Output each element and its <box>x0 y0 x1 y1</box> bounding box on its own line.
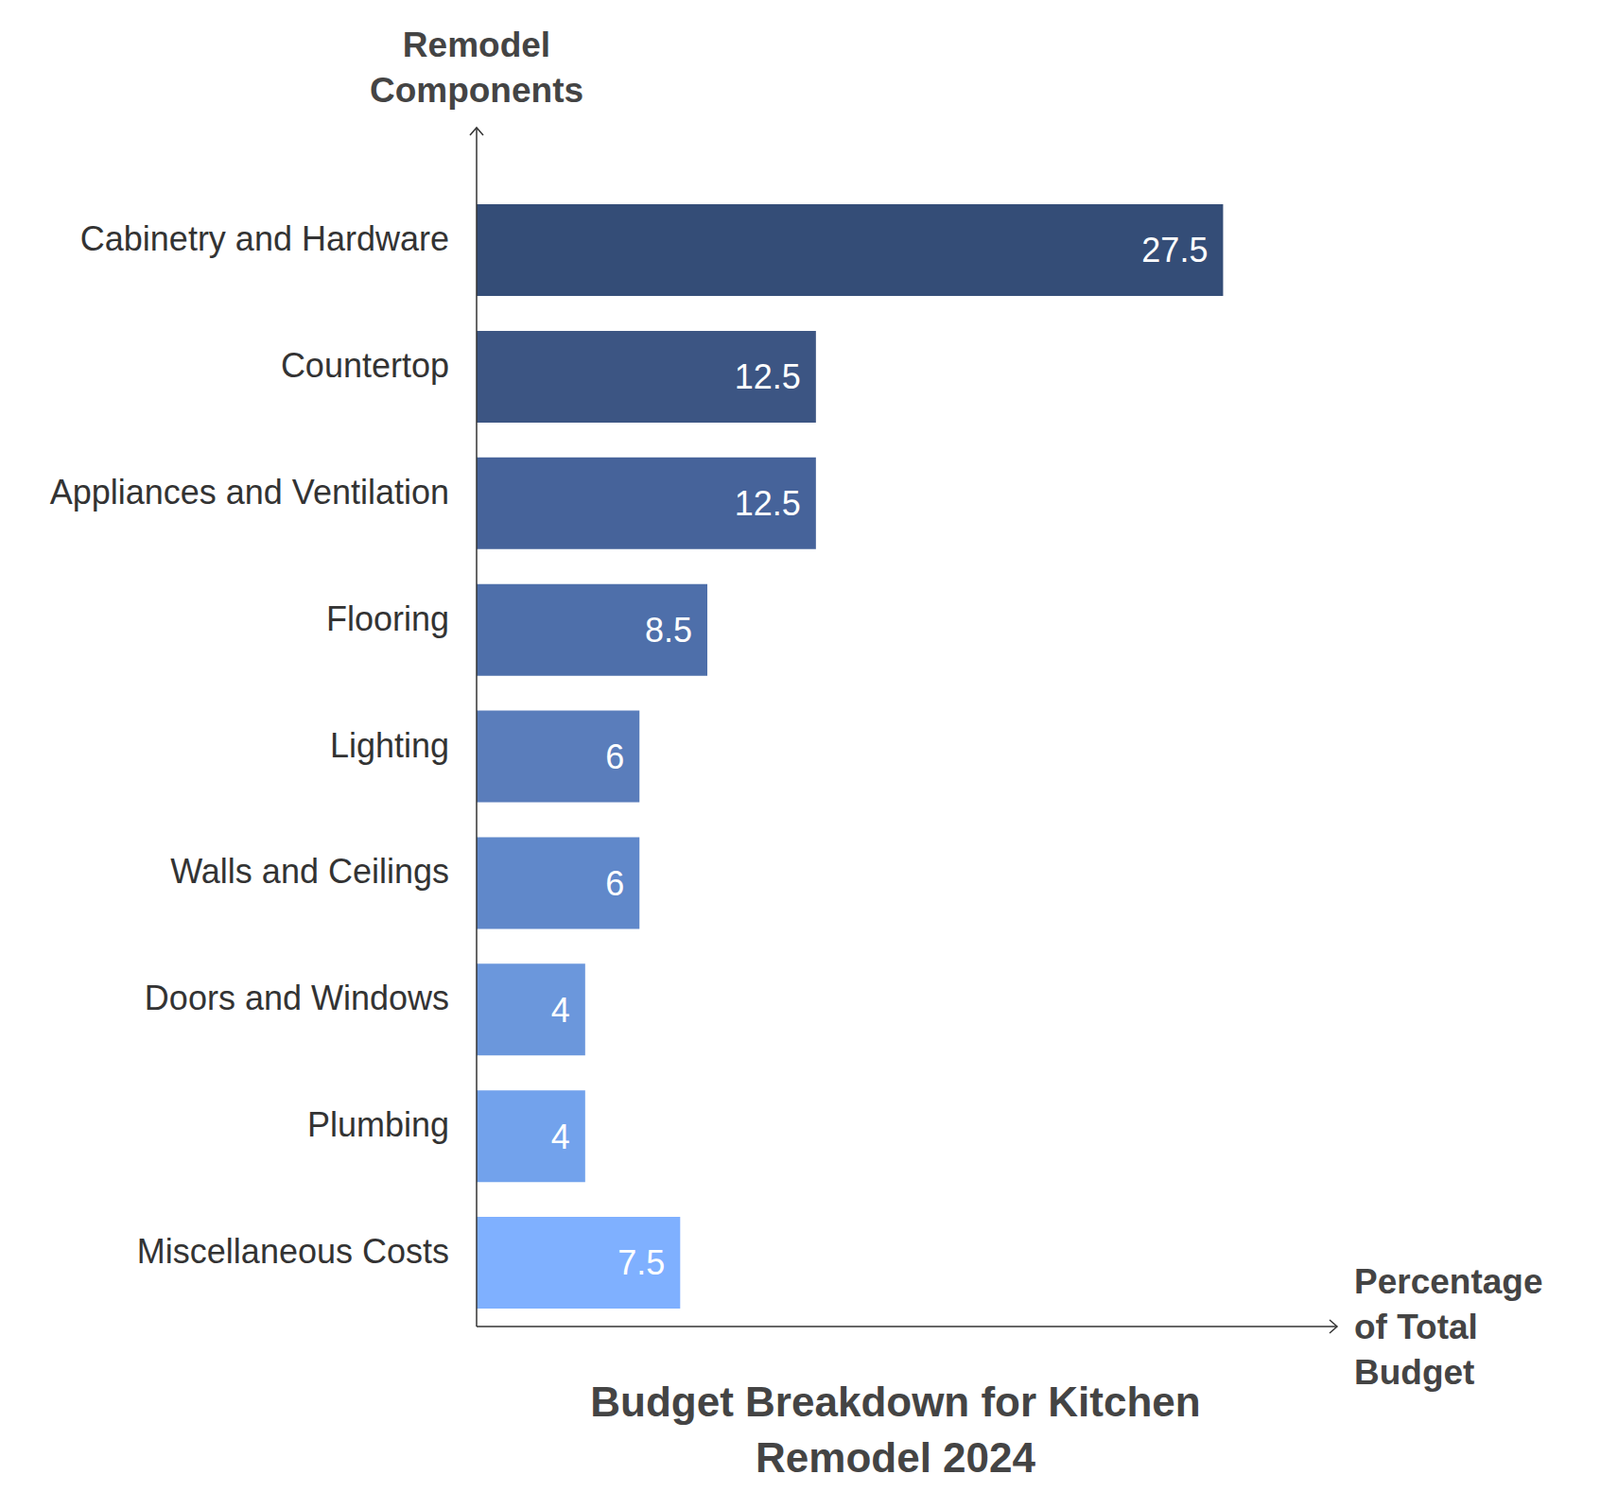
svg-text:7.5: 7.5 <box>617 1243 665 1283</box>
html-text:Percentage of Total Budget: Percentage of Total Budget <box>1354 1262 1543 1392</box>
svg-text:Countertop: Countertop <box>280 346 450 385</box>
svg-text:12.5: 12.5 <box>734 484 801 523</box>
svg-text:Plumbing: Plumbing <box>307 1105 450 1145</box>
svg-text:12.5: 12.5 <box>734 357 801 397</box>
svg-text:Miscellaneous Costs: Miscellaneous Costs <box>137 1232 450 1271</box>
svg-text:Lighting: Lighting <box>330 726 450 766</box>
svg-text:Walls and Ceilings: Walls and Ceilings <box>170 852 450 891</box>
svg-text:27.5: 27.5 <box>1141 230 1208 270</box>
html-text:Budget Breakdown for Kitchen R: Budget Breakdown for Kitchen Remodel 202… <box>590 1378 1201 1481</box>
svg-text:Flooring: Flooring <box>326 599 450 639</box>
svg-text:6: 6 <box>605 737 625 777</box>
svg-text:6: 6 <box>605 864 625 904</box>
svg-text:Appliances and Ventilation: Appliances and Ventilation <box>50 472 450 512</box>
svg-text:4: 4 <box>551 1117 571 1157</box>
svg-text:8.5: 8.5 <box>644 610 693 650</box>
svg-text:Cabinetry and Hardware: Cabinetry and Hardware <box>80 219 450 259</box>
svg-text:Doors and Windows: Doors and Windows <box>144 978 450 1018</box>
svg-text:4: 4 <box>551 991 571 1030</box>
html-text:Remodel Components: Remodel Components <box>369 25 584 110</box>
